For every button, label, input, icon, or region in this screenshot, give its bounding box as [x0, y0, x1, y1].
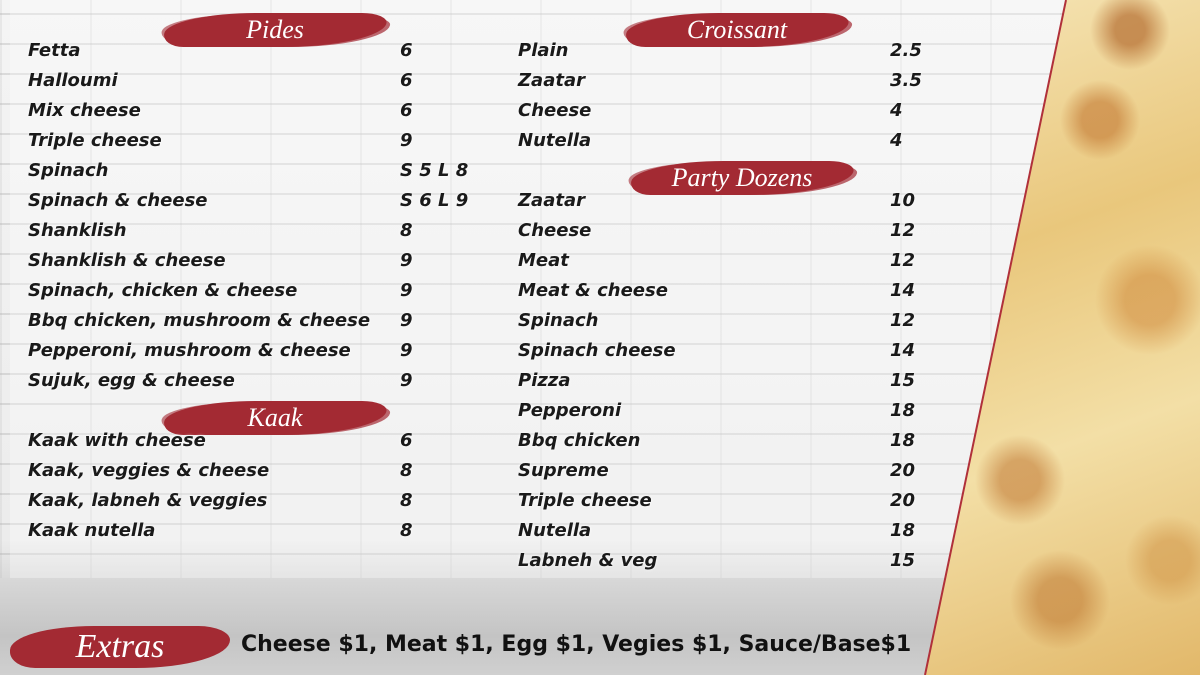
item-price: 2.5 — [890, 40, 922, 61]
item-name: Labneh & veg — [518, 550, 658, 571]
item-name: Triple cheese — [28, 130, 162, 151]
item-name: Spinach — [518, 310, 599, 331]
extras-title: Extras — [75, 628, 165, 665]
item-name: Meat — [518, 250, 569, 271]
item-price: S 6 L 9 — [400, 190, 469, 211]
item-name: Meat & cheese — [518, 280, 668, 301]
item-name: Pepperoni, mushroom & cheese — [28, 340, 351, 361]
item-price: 8 — [400, 520, 413, 541]
item-price: 9 — [400, 370, 413, 391]
item-name: Plain — [518, 40, 569, 61]
section-title: Kaak — [247, 403, 303, 432]
item-price: 8 — [400, 490, 413, 511]
item-name: Bbq chicken — [518, 430, 641, 451]
item-name: Shanklish & cheese — [28, 250, 226, 271]
item-price: 10 — [890, 190, 916, 211]
item-price: 6 — [400, 430, 413, 451]
item-price: 6 — [400, 70, 413, 91]
item-price: 3.5 — [890, 70, 922, 91]
menu-panel — [10, 0, 1060, 578]
item-price: 12 — [890, 250, 916, 271]
item-name: Nutella — [518, 520, 592, 541]
item-price: 8 — [400, 220, 413, 241]
item-price: 9 — [400, 310, 413, 331]
item-price: 9 — [400, 250, 413, 271]
item-price: 15 — [890, 370, 916, 391]
item-name: Cheese — [518, 100, 592, 121]
item-price: 18 — [890, 520, 916, 541]
item-name: Cheese — [518, 220, 592, 241]
item-name: Bbq chicken, mushroom & cheese — [28, 310, 371, 331]
section-title: Croissant — [686, 15, 788, 44]
item-price: 14 — [890, 280, 916, 301]
item-price: 9 — [400, 280, 413, 301]
item-price: 4 — [890, 130, 903, 151]
item-price: 9 — [400, 340, 413, 361]
item-name: Pepperoni — [518, 400, 622, 421]
item-price: 15 — [890, 550, 916, 571]
section-title: Pides — [246, 15, 304, 44]
item-name: Spinach cheese — [518, 340, 676, 361]
item-name: Kaak, veggies & cheese — [28, 460, 270, 481]
extras-banner — [10, 626, 230, 668]
item-price: 4 — [890, 100, 903, 121]
item-price: 12 — [890, 310, 916, 331]
item-price: 20 — [890, 460, 916, 481]
item-name: Nutella — [518, 130, 592, 151]
item-price: 20 — [890, 490, 916, 511]
item-name: Kaak with cheese — [28, 430, 206, 451]
item-name: Pizza — [518, 370, 571, 391]
item-name: Kaak nutella — [28, 520, 156, 541]
item-price: 18 — [890, 400, 916, 421]
item-name: Halloumi — [28, 70, 118, 91]
item-price: 6 — [400, 40, 413, 61]
item-name: Spinach, chicken & cheese — [28, 280, 298, 301]
item-name: Spinach & cheese — [28, 190, 208, 211]
item-price: 9 — [400, 130, 413, 151]
item-price: S 5 L 8 — [400, 160, 469, 181]
item-name: Spinach — [28, 160, 109, 181]
item-name: Zaatar — [518, 70, 585, 91]
item-price: 18 — [890, 430, 916, 451]
item-name: Kaak, labneh & veggies — [28, 490, 268, 511]
item-price: 14 — [890, 340, 916, 361]
item-name: Shanklish — [28, 220, 127, 241]
item-name: Supreme — [518, 460, 609, 481]
extras-text: Cheese $1, Meat $1, Egg $1, Vegies $1, S… — [241, 632, 912, 657]
item-name: Triple cheese — [518, 490, 652, 511]
item-name: Fetta — [28, 40, 81, 61]
item-price: 12 — [890, 220, 916, 241]
item-name: Zaatar — [518, 190, 585, 211]
section-title: Party Dozens — [671, 163, 813, 192]
item-name: Sujuk, egg & cheese — [28, 370, 235, 391]
item-name: Mix cheese — [28, 100, 141, 121]
item-price: 8 — [400, 460, 413, 481]
item-price: 6 — [400, 100, 413, 121]
